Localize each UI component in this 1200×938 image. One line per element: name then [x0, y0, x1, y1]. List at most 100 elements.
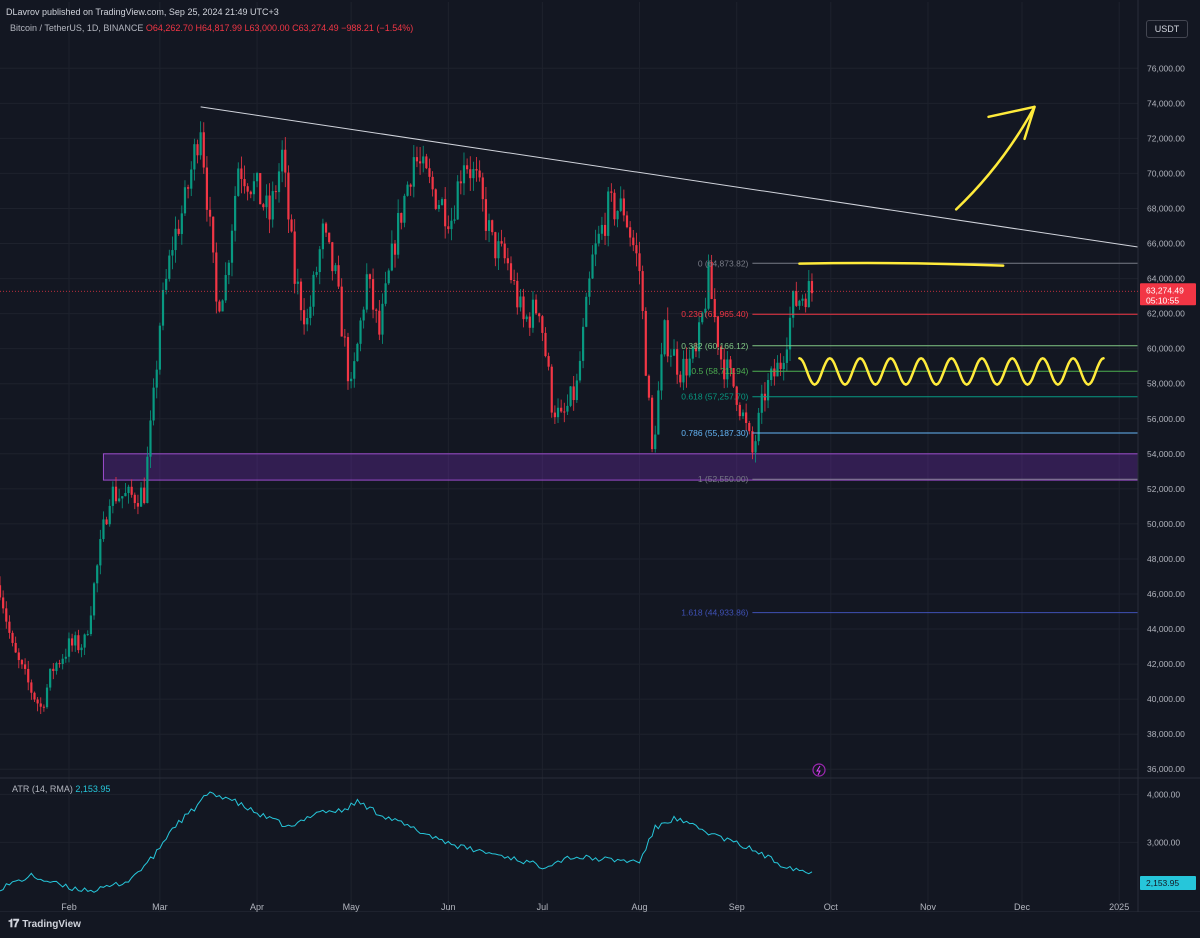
candle-body	[751, 431, 754, 453]
candle-body	[118, 498, 121, 502]
candle-body	[669, 355, 672, 357]
ohlc-close: C63,274.49	[292, 23, 339, 33]
candle-body	[42, 706, 45, 708]
candle-body	[547, 356, 550, 367]
candle-body	[757, 412, 760, 442]
candle-body	[679, 374, 682, 383]
candle-body	[484, 199, 488, 231]
candle-body	[202, 132, 205, 168]
y-tick-label: 54,000.00	[1147, 449, 1185, 459]
candle-body	[556, 407, 560, 418]
candle-body	[654, 434, 657, 450]
y-tick-label: 44,000.00	[1147, 624, 1185, 634]
candle-body	[124, 493, 127, 497]
candle-body	[284, 149, 287, 173]
candle-body	[127, 486, 130, 494]
candle-body	[324, 223, 328, 233]
candle-body	[516, 280, 519, 308]
candle-body	[726, 359, 729, 380]
x-tick-label: Aug	[632, 902, 648, 912]
candle-body	[560, 407, 563, 412]
candle-body	[810, 281, 814, 294]
candle-body	[798, 300, 801, 306]
y-tick-label: 42,000.00	[1147, 659, 1185, 669]
candle-body	[585, 296, 588, 327]
candle-body	[190, 169, 193, 189]
currency-button[interactable]: USDT	[1146, 20, 1188, 38]
candle-body	[807, 281, 810, 308]
candle-body	[625, 215, 629, 228]
atr-legend: ATR (14, RMA) 2,153.95	[12, 784, 110, 794]
candle-body	[550, 366, 553, 413]
candle-body	[397, 212, 400, 255]
candle-body	[415, 157, 419, 162]
candle-body	[243, 179, 246, 187]
candle-body	[224, 275, 227, 301]
price-chart[interactable]: 0 (64,873.82) 0.236 (61,965.40) 0.382 (60,…	[0, 0, 1200, 912]
misc-icons	[812, 763, 826, 777]
candle-body	[403, 195, 406, 223]
breakout-arrow-shaft	[954, 105, 1036, 211]
candle-body	[183, 187, 187, 214]
candle-body	[491, 220, 494, 233]
candle-body	[240, 168, 243, 180]
candle-body	[745, 412, 748, 423]
x-tick-label: Dec	[1014, 902, 1031, 912]
brand-name: TradingView	[22, 919, 81, 930]
candle-body	[393, 243, 397, 255]
candle-body	[230, 230, 234, 263]
candle-body	[8, 621, 11, 633]
candle-body	[776, 362, 779, 377]
candle-body	[139, 487, 143, 507]
candle-body	[691, 347, 694, 359]
candle-body	[723, 359, 726, 380]
candle-body	[133, 494, 136, 504]
candle-body	[64, 656, 67, 659]
y-tick-label: 76,000.00	[1147, 63, 1185, 73]
candle-body	[20, 660, 24, 665]
candle-body	[694, 347, 698, 352]
candle-body	[306, 318, 309, 325]
candle-body	[255, 173, 259, 182]
candle-body	[346, 337, 350, 382]
candle-body	[102, 519, 105, 540]
y-tick-label: 70,000.00	[1147, 168, 1185, 178]
candle-body	[563, 411, 566, 413]
candle-body	[378, 310, 381, 335]
candle-body	[161, 289, 165, 326]
candle-body	[293, 231, 296, 284]
candle-body	[478, 170, 481, 178]
candle-body	[792, 291, 795, 318]
ohlc-high: H64,817.99	[195, 23, 243, 33]
candle-body	[666, 320, 669, 357]
candle-body	[748, 422, 751, 432]
candle-body	[343, 336, 346, 338]
candle-body	[719, 346, 723, 360]
candle-body	[503, 243, 506, 259]
candle-body	[227, 262, 230, 276]
y-tick-label: 38,000.00	[1147, 729, 1185, 739]
support-zone-layer	[102, 453, 1139, 481]
candle-body	[180, 213, 183, 234]
candle-body	[450, 220, 453, 230]
candle-body	[400, 212, 403, 223]
candle-body	[77, 635, 80, 651]
x-tick-label: 2025	[1109, 902, 1129, 912]
lightning-bolt-icon	[816, 765, 821, 776]
candle-body	[302, 310, 306, 325]
grid	[0, 2, 1138, 912]
candle-body	[494, 232, 497, 259]
candle-body	[635, 245, 638, 254]
candle-body	[672, 349, 676, 356]
tradingview-brand[interactable]: 𝟏𝟕 TradingView	[8, 918, 81, 931]
candles	[0, 121, 814, 715]
candle-body	[86, 634, 89, 636]
candle-body	[0, 585, 2, 598]
candle-body	[186, 187, 190, 189]
candle-body	[475, 169, 478, 171]
candle-body	[196, 144, 199, 156]
candle-body	[315, 272, 318, 275]
y-tick-label: 52,000.00	[1147, 484, 1185, 494]
candle-body	[431, 176, 434, 190]
candle-body	[331, 242, 334, 272]
